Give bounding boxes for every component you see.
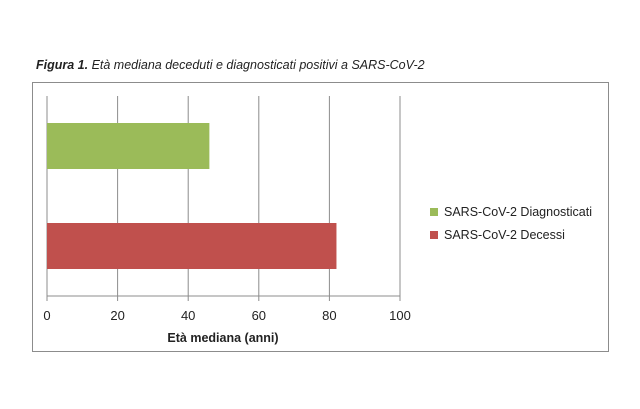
x-axis-title: Età mediana (anni) bbox=[167, 331, 278, 345]
legend-label: SARS-CoV-2 Diagnosticati bbox=[444, 205, 592, 219]
legend-swatch bbox=[430, 231, 438, 239]
bars bbox=[47, 123, 337, 269]
x-tick-label: 0 bbox=[43, 308, 50, 323]
x-tick-label: 100 bbox=[389, 308, 411, 323]
bar-diagnosticati bbox=[47, 123, 210, 169]
x-tick-label: 60 bbox=[252, 308, 266, 323]
bar-decessi bbox=[47, 223, 337, 269]
legend: SARS-CoV-2 Diagnosticati SARS-CoV-2 Deces… bbox=[430, 202, 592, 248]
x-axis bbox=[46, 295, 401, 301]
legend-label: SARS-CoV-2 Decessi bbox=[444, 228, 565, 242]
figure-caption-text: Età mediana deceduti e diagnosticati pos… bbox=[88, 58, 425, 72]
legend-item: SARS-CoV-2 Diagnosticati bbox=[430, 202, 592, 222]
legend-item: SARS-CoV-2 Decessi bbox=[430, 225, 592, 245]
x-tick-label: 20 bbox=[110, 308, 124, 323]
legend-swatch bbox=[430, 208, 438, 216]
x-tick-label: 80 bbox=[322, 308, 336, 323]
figure-number: Figura 1. bbox=[36, 58, 89, 72]
x-tick-labels: 0 20 40 60 80 100 bbox=[43, 308, 410, 323]
x-tick-label: 40 bbox=[181, 308, 195, 323]
figure-caption: Figura 1. Età mediana deceduti e diagnos… bbox=[36, 58, 425, 72]
